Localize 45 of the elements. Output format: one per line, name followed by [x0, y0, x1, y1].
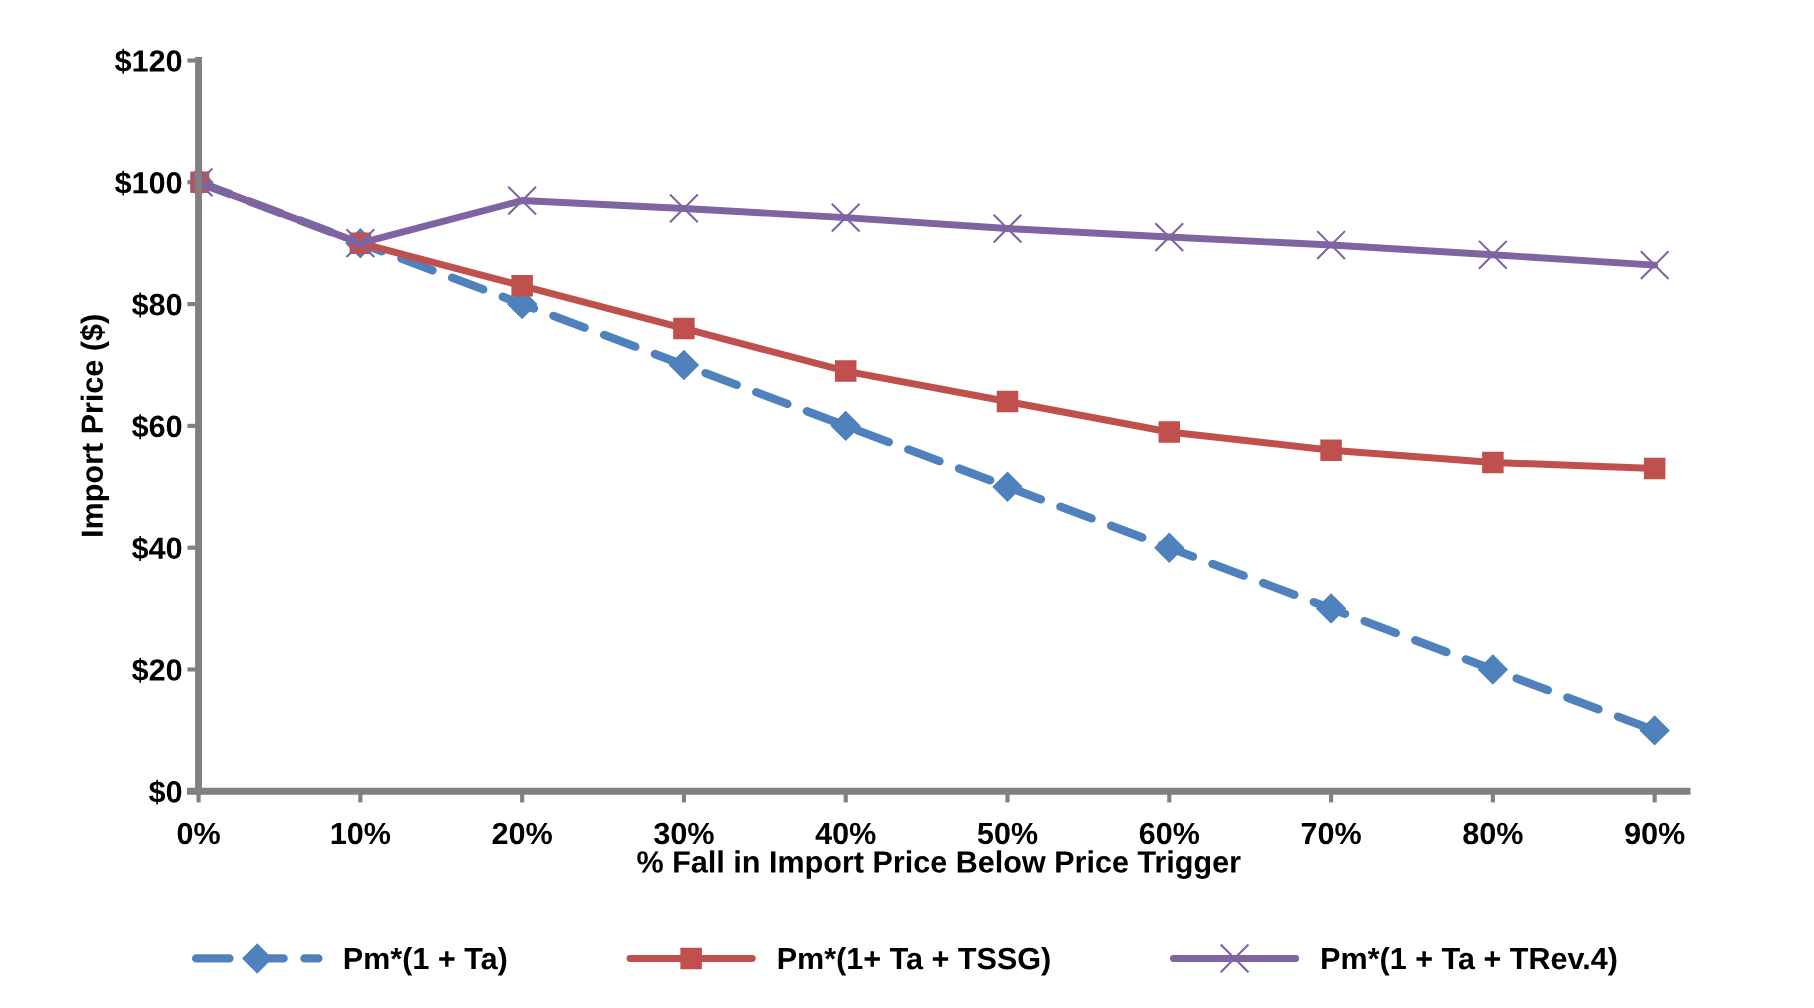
point [1477, 239, 1508, 270]
y-tick-label: $20 [132, 657, 182, 683]
x-tick-label: 0% [177, 822, 220, 845]
point [830, 202, 861, 233]
y-tick-label: $0 [149, 779, 182, 805]
point [992, 471, 1023, 502]
x-tick-label: 10% [331, 822, 391, 845]
point [1482, 451, 1504, 474]
point [511, 275, 533, 297]
point [1639, 250, 1670, 281]
x-tick-label: 90% [1625, 822, 1685, 845]
x-tick-label: 30% [654, 822, 714, 845]
y-tick-label: $60 [132, 414, 182, 440]
legend-label: Pm*(1 + Ta + TRev.4) [1322, 946, 1617, 976]
point [673, 317, 695, 340]
point [1643, 457, 1666, 480]
point [834, 360, 857, 382]
point [1154, 222, 1185, 253]
legend-label: Pm*(1 + Ta) [344, 946, 507, 976]
point [669, 193, 699, 224]
x-tick-label: 40% [815, 822, 876, 845]
x-tick-label: 70% [1301, 822, 1361, 845]
x-tick-label: 60% [1139, 822, 1200, 845]
y-tick-label: $40 [132, 536, 182, 562]
point [830, 411, 861, 441]
point [1316, 593, 1346, 624]
point [1639, 715, 1670, 746]
y-axis-title: Import Price ($) [80, 315, 110, 536]
point [992, 213, 1023, 244]
x-tick-label: 80% [1463, 822, 1523, 845]
point [996, 390, 1019, 413]
point [1154, 532, 1185, 563]
y-tick-label: $100 [115, 170, 182, 196]
y-tick-label: $120 [115, 48, 182, 74]
point [669, 350, 699, 380]
x-tick-label: 20% [492, 822, 552, 845]
legend-label: Pm*(1+ Ta + TSSG) [778, 946, 1050, 976]
x-tick-label: 50% [977, 822, 1038, 845]
point [1316, 230, 1347, 260]
point [1158, 421, 1181, 443]
point [507, 185, 538, 216]
y-tick-label: $80 [132, 292, 182, 318]
x-axis-title: % Fall in Import Price Below Price Trigger [637, 850, 1241, 879]
point [1478, 654, 1508, 685]
point [1320, 439, 1342, 461]
